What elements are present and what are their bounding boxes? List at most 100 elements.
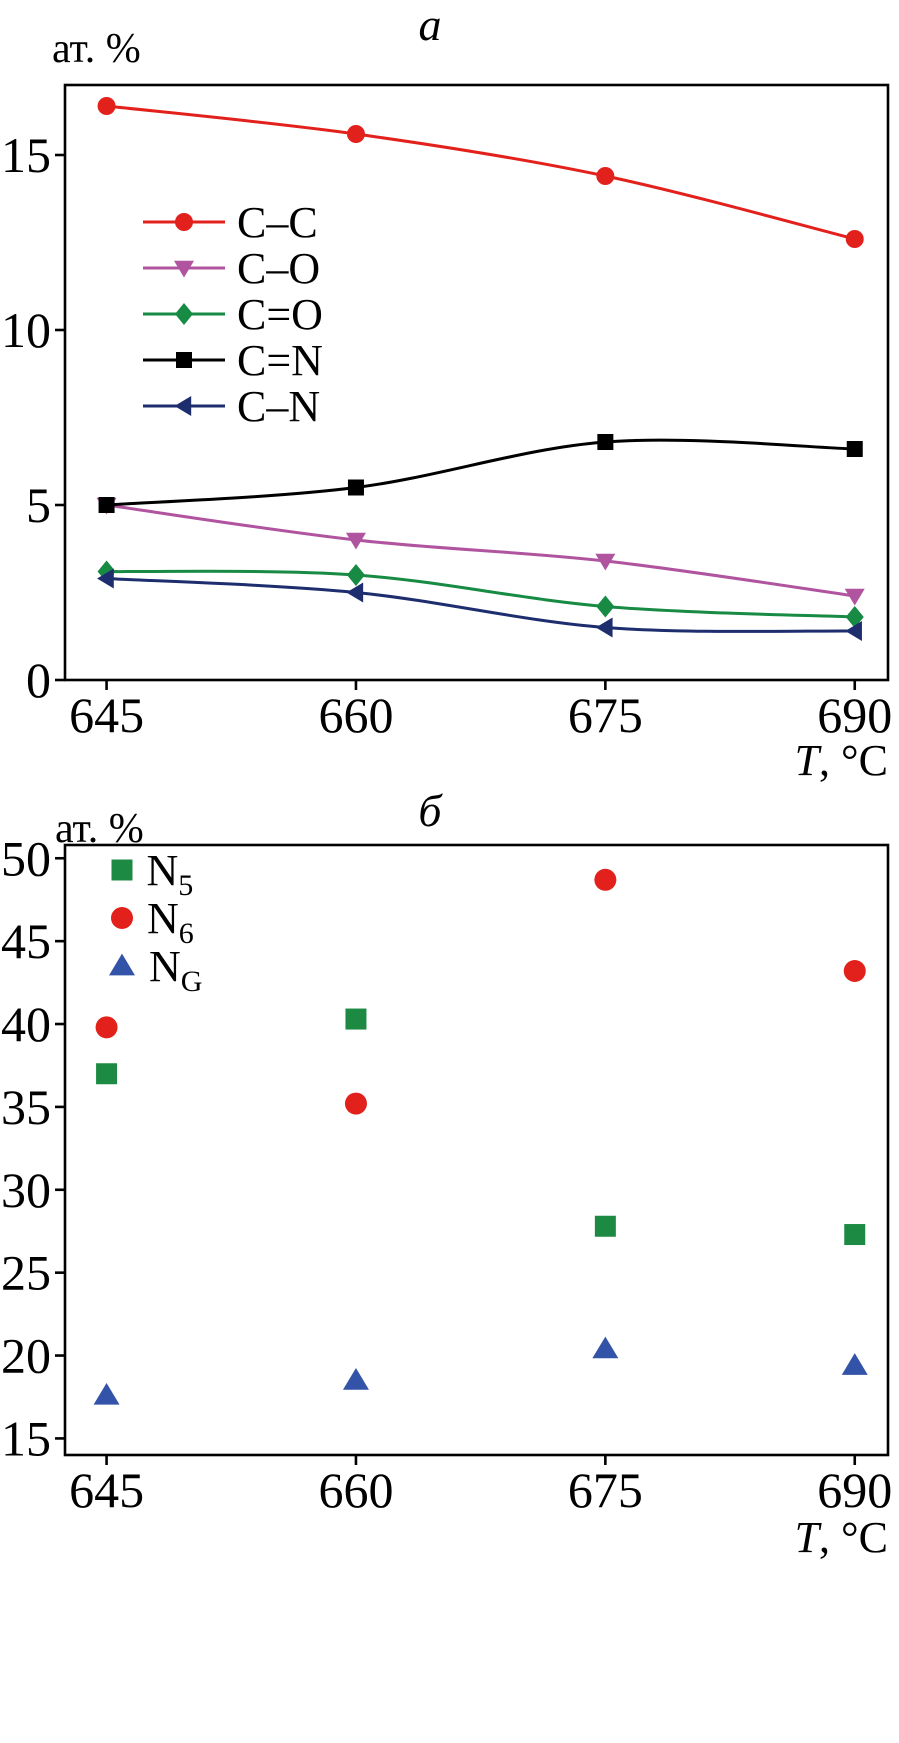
marker-triangle-up-icon [109, 953, 135, 976]
legend-item-C=O: C=O [143, 290, 323, 339]
y-tick-label: 5 [26, 477, 51, 533]
x-tick-label: 690 [817, 687, 892, 743]
marker-diamond-icon [845, 606, 864, 628]
marker-square-icon [111, 859, 133, 881]
y-tick-label: 30 [1, 1162, 51, 1218]
panel-a: a ат. % 645 660 675 690 0 5 10 15 C–CC–OC=OC=NC–… [1, 0, 892, 785]
series-NG [93, 1336, 868, 1405]
marker-square-icon [594, 1215, 616, 1237]
legend-label: N5 [147, 846, 194, 902]
marker-circle-icon [97, 97, 116, 115]
marker-square-icon [176, 352, 192, 368]
y-tick-label: 25 [1, 1245, 51, 1301]
marker-triangle-up-icon [592, 1336, 619, 1359]
marker-triangle-down-icon [595, 553, 616, 571]
x-tick-label: 660 [318, 687, 393, 743]
series-line [106, 569, 855, 619]
marker-triangle-down-icon [345, 532, 366, 550]
panel-a-label: a [419, 0, 442, 50]
x-tick-label: 660 [318, 1462, 393, 1518]
marker-triangle-left-icon [346, 582, 364, 603]
y-tick-label: 45 [1, 913, 51, 969]
panel-a-x-label: T, °C [795, 736, 888, 785]
y-tick-label: 40 [1, 996, 51, 1052]
legend-item-N5: N5 [111, 846, 194, 902]
y-tick-label: 50 [1, 830, 51, 886]
marker-circle-icon [845, 230, 864, 248]
panel-b-x-label: T, °C [795, 1513, 888, 1562]
x-tick-label: 690 [817, 1462, 892, 1518]
marker-triangle-left-icon [595, 617, 613, 638]
marker-circle-icon [346, 125, 365, 143]
x-label-unit: , °C [819, 1513, 888, 1562]
x-tick-label: 675 [568, 687, 643, 743]
legend-label: C=N [237, 336, 323, 385]
marker-diamond-icon [346, 564, 365, 586]
marker-diamond-icon [596, 595, 615, 618]
marker-circle-icon [594, 868, 617, 891]
x-tick-label: 645 [69, 687, 144, 743]
marker-triangle-up-icon [93, 1382, 120, 1405]
legend-item-C–O: C–O [143, 244, 320, 293]
marker-circle-icon [344, 1092, 367, 1115]
marker-square-icon [844, 1224, 866, 1246]
x-label-unit: , °C [819, 736, 888, 785]
marker-triangle-down-icon [174, 260, 194, 278]
y-tick-label: 15 [1, 127, 51, 183]
legend-label: C–O [237, 244, 320, 293]
x-tick-label: 675 [568, 1462, 643, 1518]
y-tick-label: 0 [26, 652, 51, 708]
marker-diamond-icon [174, 303, 194, 325]
series-N5 [96, 1008, 866, 1246]
series-line [106, 577, 855, 633]
marker-triangle-left-icon [174, 396, 192, 416]
marker-triangle-down-icon [844, 588, 865, 606]
legend-item-N6: N6 [111, 894, 194, 950]
y-tick-label: 20 [1, 1328, 51, 1384]
legend-item-NG: NG [109, 942, 202, 998]
legend-item-C–N: C–N [143, 382, 320, 431]
legend-label: C–N [237, 382, 320, 431]
panel-a-y-unit: ат. % [52, 26, 141, 72]
legend: C–CC–OC=OC=NC–N [143, 198, 323, 431]
legend-label: C=O [237, 290, 323, 339]
plot-frame [63, 83, 890, 682]
marker-square-icon [345, 1008, 367, 1030]
series-N6 [95, 868, 866, 1115]
x-label-variable: T [795, 736, 823, 785]
series-C–C [97, 97, 864, 248]
marker-circle-icon [111, 907, 133, 929]
series-line [106, 503, 855, 598]
series-C–N [97, 568, 862, 641]
x-tick-label: 645 [69, 1462, 144, 1518]
marker-triangle-up-icon [342, 1368, 369, 1390]
legend-label: C–C [237, 198, 318, 247]
y-tick-label: 35 [1, 1079, 51, 1135]
marker-square-icon [347, 479, 364, 496]
x-label-variable: T [795, 1513, 823, 1562]
marker-circle-icon [596, 167, 615, 185]
marker-square-icon [597, 434, 614, 450]
marker-circle-icon [95, 1016, 118, 1039]
series-line [106, 438, 855, 507]
marker-square-icon [98, 497, 115, 513]
series-line [106, 104, 856, 241]
panel-b-label: б [418, 790, 443, 836]
marker-triangle-up-icon [841, 1353, 868, 1375]
marker-square-icon [846, 441, 863, 457]
series-C=O [97, 560, 864, 628]
legend-item-C=N: C=N [143, 336, 323, 385]
y-tick-label: 15 [1, 1410, 51, 1466]
series-C=N [98, 434, 863, 513]
y-tick-label: 10 [1, 302, 51, 358]
legend-label: N6 [147, 894, 194, 950]
marker-circle-icon [843, 959, 866, 982]
marker-triangle-left-icon [845, 621, 862, 641]
plot-frame [63, 843, 890, 1457]
legend-label: NG [149, 942, 202, 998]
marker-circle-icon [175, 213, 193, 231]
